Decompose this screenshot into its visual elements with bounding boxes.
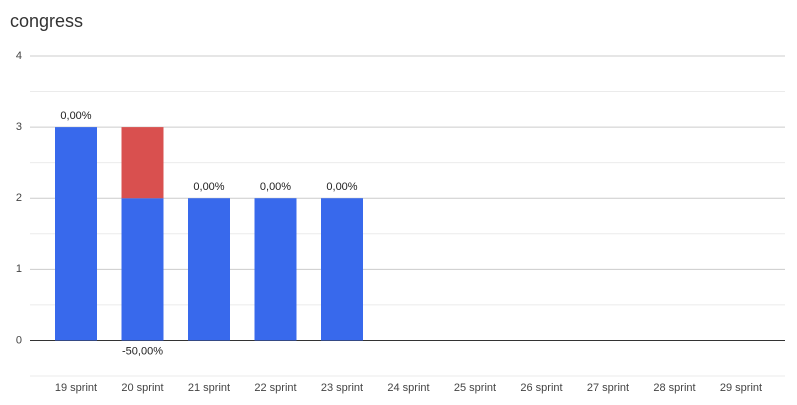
data-annotation: 0,00% (260, 181, 291, 193)
x-tick-label: 20 sprint (121, 382, 163, 394)
x-tick-label: 24 sprint (387, 382, 429, 394)
y-tick-label: 4 (16, 50, 22, 62)
y-tick-label: 2 (16, 192, 22, 204)
x-tick-label: 29 sprint (720, 382, 762, 394)
bar (188, 198, 230, 341)
bar (254, 198, 297, 341)
data-annotation: -50,00% (122, 345, 163, 357)
bar (121, 198, 164, 341)
x-tick-label: 25 sprint (454, 382, 496, 394)
bar (55, 127, 97, 341)
data-annotation: 0,00% (193, 181, 224, 193)
chart-title: congress (10, 11, 83, 31)
y-tick-label: 0 (16, 334, 22, 346)
y-tick-label: 1 (16, 263, 22, 275)
y-tick-label: 3 (16, 121, 22, 133)
bar (321, 198, 363, 341)
x-tick-label: 22 sprint (254, 382, 296, 394)
data-annotation: 0,00% (326, 181, 357, 193)
x-tick-label: 21 sprint (188, 382, 230, 394)
bar (121, 127, 164, 199)
x-tick-label: 19 sprint (55, 382, 97, 394)
x-tick-label: 26 sprint (520, 382, 562, 394)
x-tick-label: 27 sprint (587, 382, 629, 394)
x-tick-label: 28 sprint (653, 382, 695, 394)
x-tick-label: 23 sprint (321, 382, 363, 394)
data-annotation: 0,00% (60, 110, 91, 122)
